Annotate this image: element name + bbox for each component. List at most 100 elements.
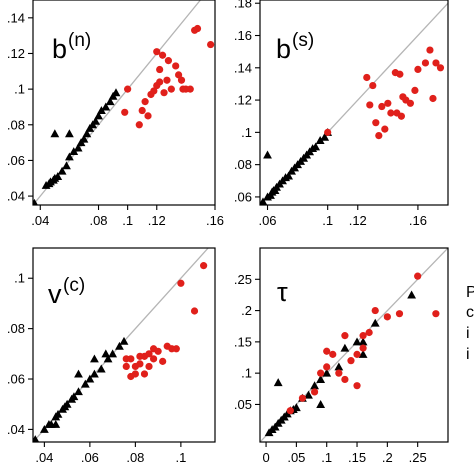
data-point-circle: [145, 362, 153, 371]
x-tick-label: .12: [349, 213, 367, 228]
data-point-circle: [397, 112, 405, 120]
x-tick-label: .06: [258, 213, 276, 228]
data-point-triangle: [352, 337, 362, 346]
data-point-triangle: [53, 409, 63, 418]
y-tick-label: .08: [234, 157, 252, 172]
data-point-circle: [324, 128, 332, 136]
x-tick-label: .05: [287, 450, 305, 465]
data-point-triangle: [315, 136, 325, 144]
y-tick-label: .06: [234, 189, 252, 204]
data-point-circle: [384, 99, 392, 107]
x-tick-label: .25: [409, 450, 427, 465]
x-tick-label: .1: [175, 450, 186, 465]
data-point-circle: [286, 407, 294, 415]
data-point-circle: [177, 279, 185, 287]
data-point-circle: [378, 102, 386, 111]
data-point-circle: [341, 375, 349, 384]
data-point-circle: [138, 106, 146, 115]
panel-label-superscript: (c): [63, 275, 85, 296]
data-point-circle: [144, 112, 152, 120]
data-point-circle: [375, 131, 383, 140]
y-tick-label: .16: [234, 28, 252, 43]
y-tick-label: .06: [7, 372, 25, 387]
data-point-triangle: [82, 129, 92, 138]
data-point-triangle: [94, 111, 103, 120]
data-point-triangle: [358, 337, 368, 346]
data-point-triangle: [322, 368, 332, 377]
data-point-circle: [323, 347, 331, 355]
panel-label-superscript: (s): [292, 30, 314, 51]
y-tick-label: .1: [241, 366, 252, 381]
x-tick-label: .2: [382, 450, 393, 465]
data-point-circle: [365, 328, 373, 337]
y-tick-label: .08: [7, 321, 25, 336]
scatter-panel-4: 0 .05 .1 .15 .2 .25 .05 .1 .15 .2 .25 τ: [234, 247, 449, 465]
data-point-triangle: [91, 116, 101, 125]
data-point-circle: [426, 46, 434, 54]
data-point-circle: [175, 71, 183, 79]
data-point-triangle: [33, 198, 38, 205]
panel-label: τ: [277, 277, 288, 307]
data-point-triangle: [90, 369, 99, 378]
data-point-triangle: [316, 375, 326, 383]
plot-frame: [259, 0, 449, 206]
x-tick-label: .1: [322, 213, 333, 228]
data-point-circle: [149, 355, 158, 363]
data-point-triangle: [407, 290, 417, 299]
data-point-triangle: [273, 378, 283, 387]
data-point-circle: [131, 370, 139, 378]
data-point-triangle: [279, 412, 289, 421]
data-point-circle: [164, 57, 173, 65]
plot-frame: [32, 247, 216, 443]
scatter-panel-2: .06 .1 .12 .16 .06 .08 .1 .12 .14 .16 .18 b (s): [234, 0, 449, 228]
data-point-triangle: [96, 364, 106, 373]
data-point-circle: [200, 262, 208, 270]
y-tick-label: .25: [234, 272, 252, 287]
data-point-circle: [160, 89, 168, 97]
y-tick-label: .14: [7, 10, 25, 25]
data-point-triangle: [65, 152, 74, 161]
data-point-triangle: [358, 349, 368, 358]
data-point-circle: [406, 99, 414, 107]
plot-frame: [259, 247, 449, 443]
y-tick-label: .18: [234, 0, 252, 11]
data-point-circle: [141, 98, 149, 106]
data-point-circle: [156, 78, 164, 86]
data-point-triangle: [105, 97, 115, 106]
data-point-circle: [323, 363, 331, 371]
panel-label-superscript: (n): [68, 30, 91, 51]
data-point-triangle: [73, 143, 83, 152]
data-point-triangle: [74, 387, 83, 396]
data-point-triangle: [62, 161, 71, 170]
x-tick-label: 0: [262, 450, 269, 465]
data-point-triangle: [311, 142, 321, 151]
data-point-circle: [127, 355, 135, 363]
y-tick-label: .2: [241, 303, 252, 318]
data-point-triangle: [74, 369, 83, 378]
data-point-triangle: [39, 425, 49, 433]
data-point-circle: [396, 70, 404, 78]
cut-text-line-3: i: [466, 325, 470, 342]
x-tick-label: .1: [122, 213, 133, 228]
data-point-triangle: [90, 354, 99, 363]
data-point-triangle: [62, 399, 72, 408]
data-point-triangle: [65, 129, 74, 138]
data-point-circle: [347, 357, 355, 365]
data-point-triangle: [103, 354, 113, 363]
data-point-circle: [310, 388, 319, 396]
data-point-circle: [156, 65, 164, 74]
scatter-panel-1: .04 .08 .1 .12 .16 .04 .06 .08 .1 .12 .14 b (n): [7, 0, 224, 228]
x-tick-label: .08: [126, 450, 144, 465]
x-tick-label: .06: [81, 450, 99, 465]
x-tick-label: .04: [35, 450, 53, 465]
data-point-circle: [414, 272, 422, 280]
data-point-circle: [158, 51, 167, 59]
panel-label: b: [276, 34, 291, 64]
data-point-circle: [372, 119, 380, 127]
data-point-circle: [381, 125, 389, 133]
data-point-circle: [163, 76, 171, 84]
y-tick-label: .12: [7, 46, 25, 61]
data-point-circle: [140, 352, 149, 360]
y-tick-label: .04: [7, 189, 25, 204]
data-point-triangle: [260, 197, 268, 205]
